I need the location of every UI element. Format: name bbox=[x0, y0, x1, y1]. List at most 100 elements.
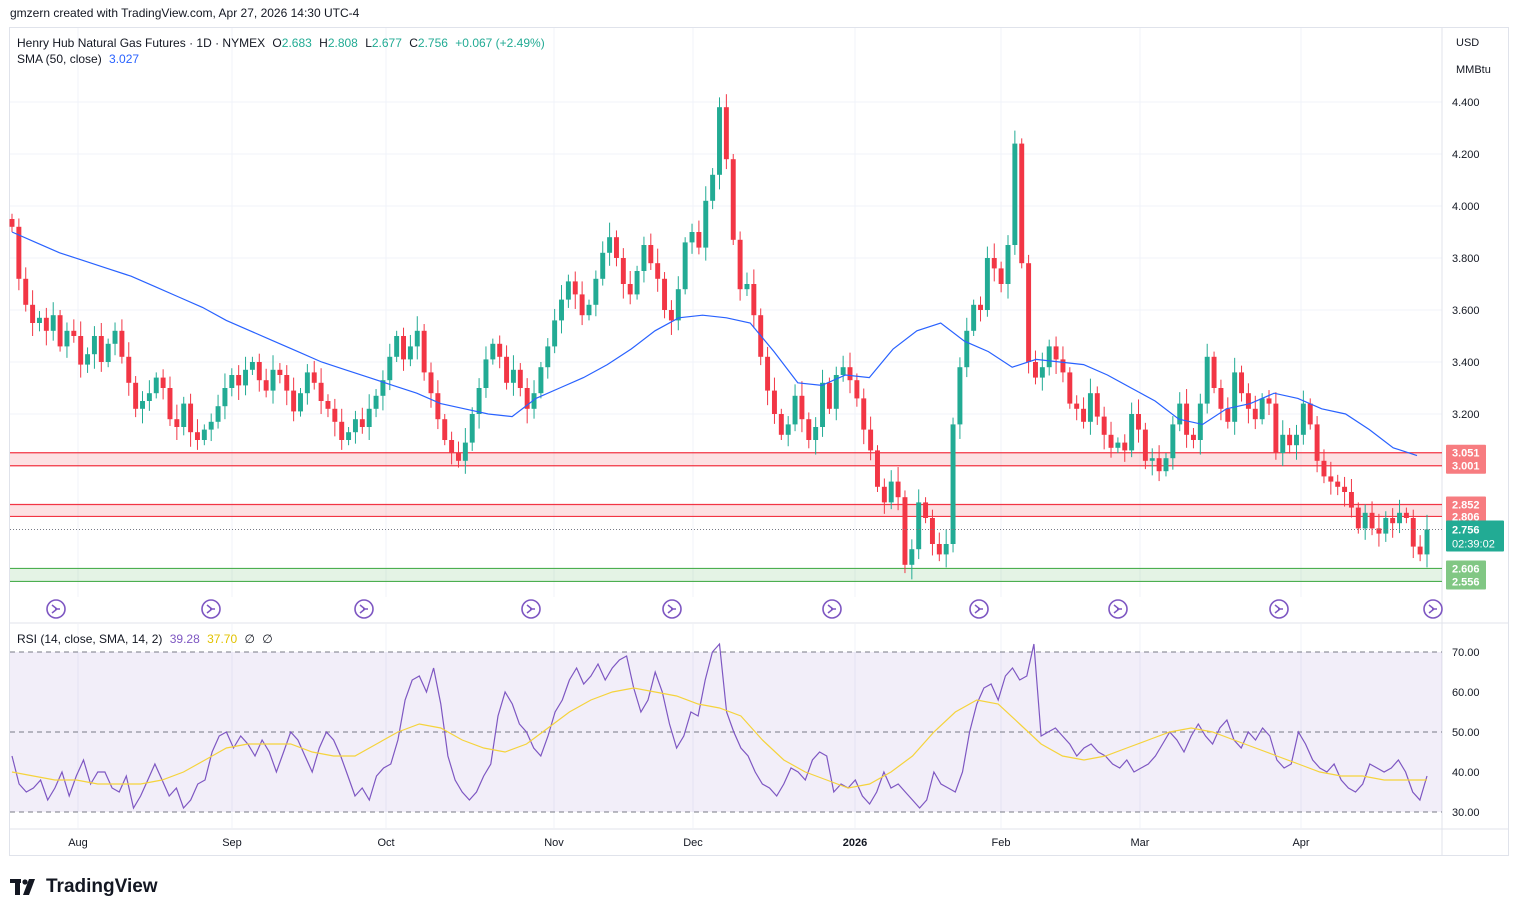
candle-body bbox=[634, 271, 640, 295]
candle-body bbox=[668, 310, 674, 321]
candle-body bbox=[1314, 424, 1320, 461]
candle-body bbox=[497, 343, 503, 357]
event-icon[interactable] bbox=[354, 599, 374, 619]
sma-line bbox=[11, 231, 1418, 457]
brand-name: TradingView bbox=[46, 876, 158, 897]
candle-body bbox=[133, 382, 139, 409]
candle-body bbox=[641, 245, 647, 271]
candle-body bbox=[1348, 492, 1354, 508]
axis-label-box bbox=[1446, 457, 1486, 474]
candle-body bbox=[854, 380, 860, 399]
event-icon-arrow bbox=[827, 604, 836, 614]
rsi-label: RSI (14, close, SMA, 14, 2) bbox=[17, 632, 163, 646]
candle-body bbox=[188, 403, 194, 433]
time-tick-label: Feb bbox=[992, 837, 1011, 849]
price-tick-label: 3.800 bbox=[1452, 253, 1480, 265]
event-icon[interactable] bbox=[46, 599, 66, 619]
time-tick-label: 2026 bbox=[843, 837, 867, 849]
axis-label-box bbox=[1446, 444, 1486, 461]
candle-body bbox=[325, 401, 331, 409]
event-icon[interactable] bbox=[1269, 599, 1289, 619]
candle-body bbox=[751, 284, 757, 316]
time-tick-label: Aug bbox=[68, 837, 88, 849]
candle-body bbox=[1012, 143, 1018, 245]
candle-body bbox=[538, 367, 544, 394]
candle-body bbox=[352, 419, 358, 433]
candle-body bbox=[1355, 507, 1361, 529]
candle-body bbox=[236, 375, 242, 386]
candle-body bbox=[1032, 362, 1038, 378]
candle-body bbox=[1046, 346, 1052, 368]
candle-body bbox=[840, 367, 846, 375]
candle-body bbox=[1383, 518, 1389, 534]
candle-body bbox=[1115, 442, 1121, 448]
time-tick-label: Oct bbox=[377, 837, 394, 849]
symbol-name[interactable]: Henry Hub Natural Gas Futures · 1D · NYM… bbox=[17, 36, 266, 50]
candle-body bbox=[1397, 512, 1402, 524]
candle-body bbox=[1053, 346, 1059, 360]
candle-body bbox=[359, 419, 365, 427]
candle-body bbox=[428, 372, 434, 394]
rsi-legend[interactable]: RSI (14, close, SMA, 14, 2) 39.28 37.70 … bbox=[17, 632, 273, 646]
event-icon[interactable] bbox=[822, 599, 842, 619]
sma-legend[interactable]: SMA (50, close) 3.027 bbox=[17, 52, 139, 66]
rsi-sma-value: 37.70 bbox=[207, 632, 238, 646]
event-icon[interactable] bbox=[1108, 599, 1128, 619]
candle-body bbox=[957, 367, 963, 425]
candle-body bbox=[655, 263, 661, 279]
tradingview-logo-icon bbox=[10, 877, 40, 897]
candle-body bbox=[923, 502, 929, 518]
candle-body bbox=[270, 369, 276, 391]
candle-body bbox=[181, 403, 187, 427]
candle-body bbox=[1081, 408, 1087, 422]
candle-body bbox=[414, 330, 420, 347]
time-tick-label: Nov bbox=[544, 837, 564, 849]
candle-body bbox=[160, 377, 166, 388]
candle-body bbox=[1019, 143, 1025, 264]
ohlc-open-label: O bbox=[272, 36, 282, 50]
candle-body bbox=[442, 419, 448, 440]
event-icon[interactable] bbox=[969, 599, 989, 619]
candle-body bbox=[1005, 245, 1011, 284]
event-icon[interactable] bbox=[201, 599, 221, 619]
candle-body bbox=[339, 421, 345, 440]
axis-label-text: 2.556 bbox=[1452, 576, 1480, 588]
candle-body bbox=[298, 393, 303, 412]
axis-label-box bbox=[1446, 560, 1486, 577]
chart-frame[interactable] bbox=[9, 27, 1509, 856]
event-icon[interactable] bbox=[662, 599, 682, 619]
candle-body bbox=[696, 232, 702, 248]
ohlc-low: 2.677 bbox=[371, 36, 402, 50]
candle-body bbox=[208, 421, 214, 430]
event-icon[interactable] bbox=[521, 599, 541, 619]
candle-body bbox=[1273, 403, 1279, 453]
candle-body bbox=[682, 242, 688, 290]
currency-label[interactable]: USD bbox=[1456, 37, 1480, 49]
candle-body bbox=[78, 336, 84, 365]
candle-body bbox=[895, 481, 901, 498]
countdown-value: 02:39:02 bbox=[1452, 538, 1495, 550]
candle-body bbox=[579, 294, 585, 316]
candle-body bbox=[689, 232, 695, 243]
candle-body bbox=[243, 369, 249, 386]
candle-body bbox=[861, 398, 867, 430]
event-icon-arrow bbox=[667, 604, 676, 614]
candle-body bbox=[1094, 393, 1100, 417]
candle-body bbox=[332, 408, 338, 422]
candle-body bbox=[174, 419, 180, 427]
candle-body bbox=[559, 299, 564, 321]
candle-body bbox=[517, 369, 523, 388]
candle-body bbox=[57, 315, 63, 347]
candle-body bbox=[710, 174, 716, 201]
candle-body bbox=[16, 226, 22, 279]
candle-body bbox=[1287, 434, 1293, 446]
candle-body bbox=[490, 343, 496, 360]
candle-body bbox=[126, 356, 132, 383]
candle-body bbox=[813, 427, 819, 440]
candle-body bbox=[1149, 458, 1155, 461]
tradingview-logo[interactable]: TradingView bbox=[10, 876, 158, 898]
unit-label[interactable]: MMBtu bbox=[1456, 64, 1491, 76]
candle-body bbox=[978, 304, 983, 310]
event-icon[interactable] bbox=[1423, 599, 1443, 619]
